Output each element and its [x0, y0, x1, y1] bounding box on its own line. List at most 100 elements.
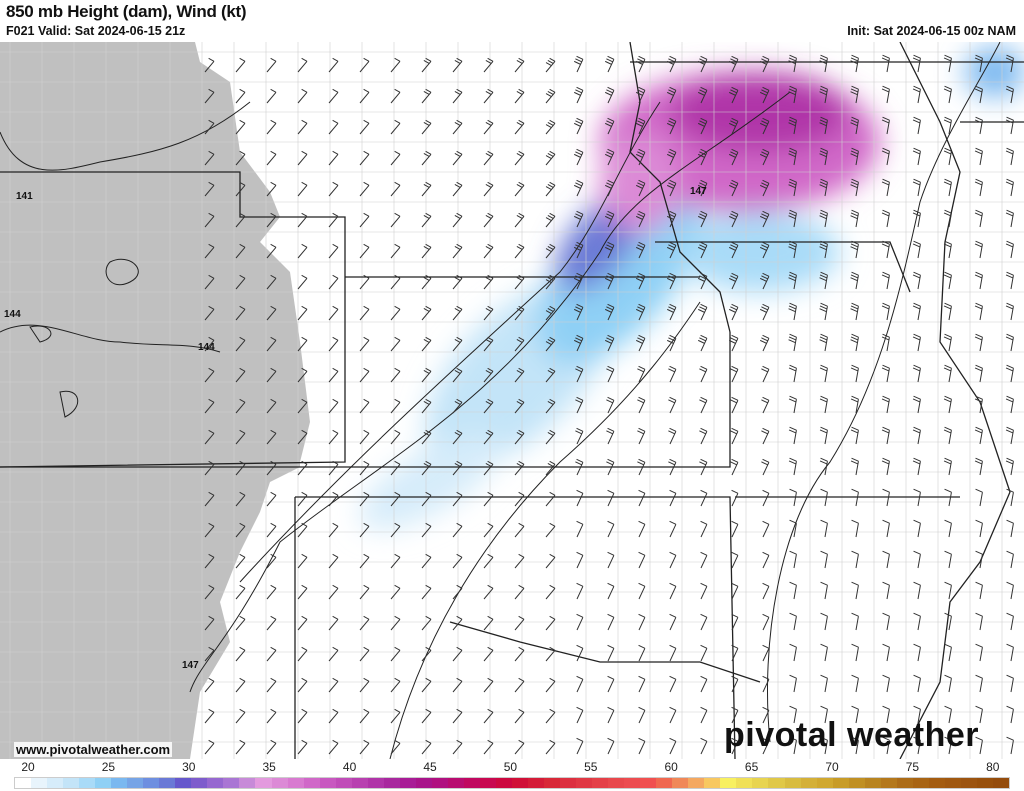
wind-barb — [850, 54, 859, 73]
wind-barb — [666, 117, 677, 135]
wind-barb — [669, 675, 677, 693]
wind-barb — [266, 708, 277, 724]
wind-barb — [452, 336, 463, 352]
wind-barb — [850, 364, 859, 383]
wind-barb — [297, 553, 308, 569]
wind-barb — [483, 677, 494, 693]
wind-barb — [204, 274, 215, 290]
wind-barb — [607, 551, 615, 569]
wind-barb — [788, 364, 797, 383]
wind-barb — [975, 674, 983, 693]
wind-barb — [974, 240, 983, 259]
colorbar-bin — [351, 778, 368, 788]
wind-barb — [1005, 395, 1014, 414]
wind-barb — [483, 615, 494, 631]
wind-barb — [700, 613, 708, 631]
colorbar-bin — [399, 778, 416, 788]
wind-barb — [913, 674, 921, 693]
wind-barb — [421, 212, 432, 228]
wind-barb — [359, 460, 370, 476]
wind-barb — [573, 303, 584, 321]
wind-barb — [390, 739, 401, 755]
colorbar-bin — [47, 778, 64, 788]
wind-barb — [700, 675, 708, 693]
wind-barb — [1006, 519, 1014, 538]
wind-barb — [666, 303, 677, 321]
wind-barb — [604, 55, 615, 73]
wind-barb — [944, 736, 952, 755]
colorbar-bin — [672, 778, 689, 788]
wind-barb — [607, 489, 615, 507]
wind-barb — [728, 86, 739, 104]
wind-barb — [700, 644, 708, 662]
wind-barb — [1005, 302, 1014, 321]
wind-barb — [452, 398, 463, 414]
wind-barb — [545, 739, 556, 755]
wind-barb — [638, 706, 646, 724]
wind-barb — [421, 398, 432, 414]
wind-barb — [635, 117, 646, 135]
wind-barb — [731, 675, 739, 693]
wind-barb — [788, 395, 797, 414]
wind-barb — [545, 181, 556, 197]
wind-barb — [635, 148, 646, 166]
wind-barb — [545, 398, 556, 414]
wind-barb — [204, 615, 215, 631]
colorbar-label: 25 — [101, 760, 116, 774]
wind-barb — [421, 553, 432, 569]
wind-barb — [576, 489, 584, 507]
wind-barb — [328, 553, 339, 569]
colorbar-bin — [239, 778, 256, 788]
wind-barb — [819, 85, 828, 104]
wind-barb — [912, 395, 921, 414]
wind-barb — [730, 458, 739, 476]
wind-barb — [514, 367, 525, 383]
map-canvas[interactable]: 141 144 144 147 147 — [0, 42, 1024, 759]
wind-barb — [359, 584, 370, 600]
wind-barb — [759, 241, 770, 259]
wind-barb — [607, 582, 615, 600]
wind-barb — [328, 398, 339, 414]
wind-barb — [669, 551, 677, 569]
wind-barb — [850, 426, 859, 445]
wind-barb — [851, 519, 859, 538]
wind-barb — [668, 396, 677, 414]
wind-barb — [607, 613, 615, 631]
wind-barb — [483, 429, 494, 445]
wind-barb — [851, 581, 859, 600]
wind-barb — [297, 646, 308, 662]
wind-barb — [881, 147, 890, 166]
wind-barb — [944, 674, 952, 693]
wind-barb — [789, 550, 797, 569]
wind-barb — [606, 365, 615, 383]
wind-barb — [452, 646, 463, 662]
wind-barb — [788, 426, 797, 445]
wind-barb — [573, 210, 584, 228]
wind-barb — [1006, 612, 1014, 631]
wind-barb — [819, 457, 828, 476]
wind-barb — [545, 57, 556, 73]
wind-barb — [913, 643, 921, 662]
wind-barb — [1005, 333, 1014, 352]
wind-barb — [390, 150, 401, 166]
wind-barb — [943, 302, 952, 321]
wind-barb — [637, 427, 646, 445]
wind-barb — [731, 613, 739, 631]
wind-barb — [297, 739, 308, 755]
wind-barb — [390, 398, 401, 414]
wind-barb — [421, 615, 432, 631]
wind-barb — [850, 178, 859, 197]
watermark-url: www.pivotalweather.com — [14, 742, 173, 757]
colorbar-bin — [864, 778, 881, 788]
wind-barb — [1005, 147, 1014, 166]
wind-barb — [882, 674, 890, 693]
colorbar-bin — [960, 778, 977, 788]
wind-barb — [697, 210, 708, 228]
wind-barb — [545, 584, 556, 600]
wind-barb — [483, 739, 494, 755]
wind-barb — [1006, 705, 1014, 724]
wind-barb — [204, 212, 215, 228]
wind-barb — [666, 210, 677, 228]
colorbar-bin — [463, 778, 480, 788]
colorbar-bin — [816, 778, 833, 788]
